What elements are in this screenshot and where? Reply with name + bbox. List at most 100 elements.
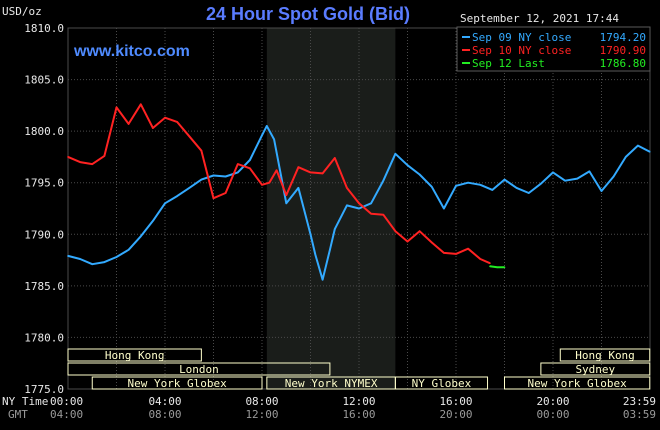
data-point bbox=[491, 189, 494, 191]
y-tick-label: 1800.0 bbox=[24, 125, 64, 138]
data-point bbox=[176, 121, 178, 123]
closed-market-band bbox=[266, 28, 396, 389]
data-point bbox=[358, 207, 360, 210]
y-tick-label: 1805.0 bbox=[24, 74, 64, 87]
data-point bbox=[346, 204, 348, 207]
data-point bbox=[176, 195, 178, 197]
legend-entry-value: 1790.90 bbox=[600, 44, 646, 57]
data-point bbox=[212, 174, 215, 177]
data-point bbox=[382, 213, 385, 216]
data-point bbox=[275, 169, 278, 172]
data-point bbox=[333, 157, 336, 159]
axis-layer: 1810.0 1805.0 1800.0 1795.0 1790.0 1785.0 1780… bbox=[2, 22, 656, 421]
data-point bbox=[637, 144, 639, 147]
legend-entry-value: 1794.20 bbox=[600, 31, 646, 44]
x-tick-gmt: 08:00 bbox=[148, 408, 181, 421]
series-layer bbox=[67, 103, 651, 281]
data-point bbox=[479, 258, 482, 260]
market-session-label: Sydney bbox=[575, 363, 615, 376]
data-point bbox=[297, 187, 300, 189]
data-point bbox=[600, 190, 603, 192]
data-point bbox=[406, 240, 409, 243]
data-point bbox=[212, 197, 215, 199]
grid-layer bbox=[67, 27, 651, 390]
data-point bbox=[91, 263, 94, 265]
data-point bbox=[139, 103, 142, 106]
legend-entry-label: Sep 12 Last bbox=[472, 57, 545, 70]
x-tick-ny: 16:00 bbox=[439, 395, 472, 408]
data-point bbox=[79, 258, 81, 260]
x-tick-gmt: 12:00 bbox=[245, 408, 278, 421]
market-session-bar bbox=[67, 362, 331, 376]
data-point bbox=[139, 235, 142, 238]
legend-entry-label: Sep 10 NY close bbox=[472, 44, 571, 57]
y-tick-label: 1780.0 bbox=[24, 331, 64, 344]
data-point bbox=[127, 123, 130, 125]
data-point bbox=[164, 202, 166, 205]
data-point bbox=[418, 173, 421, 176]
data-point bbox=[224, 175, 227, 178]
data-point bbox=[285, 194, 288, 196]
data-point bbox=[648, 150, 651, 153]
data-point bbox=[309, 171, 312, 174]
data-point bbox=[152, 220, 154, 222]
market-session-bar bbox=[559, 348, 651, 362]
y-tick-label: 1775.0 bbox=[24, 383, 64, 396]
data-point bbox=[394, 153, 397, 155]
legend-box bbox=[456, 26, 651, 72]
data-point bbox=[152, 127, 154, 129]
legend-entry-label: Sep 09 NY close bbox=[472, 31, 571, 44]
data-point bbox=[249, 159, 251, 161]
data-point bbox=[224, 192, 227, 194]
market-session-bar bbox=[504, 376, 651, 390]
x-tick-gmt: 00:00 bbox=[536, 408, 569, 421]
data-point bbox=[527, 192, 530, 194]
data-point bbox=[443, 252, 445, 254]
data-point bbox=[249, 167, 251, 170]
market-session-label: New York Globex bbox=[127, 377, 227, 390]
data-point bbox=[321, 172, 324, 175]
data-point bbox=[382, 179, 385, 182]
x-tick-gmt: 04:00 bbox=[50, 408, 83, 421]
data-point bbox=[576, 177, 579, 180]
data-point bbox=[285, 202, 288, 205]
data-point bbox=[467, 247, 469, 250]
data-point bbox=[455, 185, 457, 187]
market-session-label: New York NYMEX bbox=[285, 377, 378, 390]
data-point bbox=[430, 186, 433, 188]
data-point bbox=[540, 182, 542, 185]
data-point bbox=[564, 179, 566, 182]
data-point bbox=[268, 181, 271, 184]
data-point bbox=[515, 187, 518, 189]
data-point bbox=[479, 183, 482, 186]
gmt-row-label: GMT bbox=[8, 408, 28, 421]
data-point bbox=[236, 171, 239, 174]
data-point bbox=[588, 170, 591, 173]
x-tick-ny: 04:00 bbox=[148, 395, 181, 408]
data-point bbox=[103, 261, 106, 263]
legend: Sep 09 NY close 1794.20 Sep 10 NY close 179… bbox=[456, 26, 651, 72]
market-session-bar bbox=[394, 376, 489, 390]
data-point bbox=[455, 253, 457, 255]
data-point bbox=[489, 262, 491, 264]
y-tick-label: 1795.0 bbox=[24, 177, 64, 190]
chart-title: 24 Hour Spot Gold (Bid) bbox=[206, 4, 410, 24]
closed-band-layer bbox=[266, 28, 396, 389]
data-point bbox=[164, 116, 166, 119]
x-tick-ny: 12:00 bbox=[342, 395, 375, 408]
data-point bbox=[467, 181, 469, 184]
data-point bbox=[358, 202, 360, 205]
ny-time-row-label: NY Time bbox=[2, 395, 48, 408]
data-point bbox=[370, 212, 372, 215]
x-tick-gmt: 03:59 bbox=[623, 408, 656, 421]
y-tick-label: 1810.0 bbox=[24, 22, 64, 35]
data-point bbox=[418, 230, 421, 232]
watermark-link[interactable]: www.kitco.com bbox=[73, 43, 190, 60]
legend-entry-value: 1786.80 bbox=[600, 57, 646, 70]
data-point bbox=[346, 187, 348, 189]
data-point bbox=[261, 183, 263, 186]
data-point bbox=[115, 256, 118, 258]
y-tick-label: 1790.0 bbox=[24, 228, 64, 241]
data-point bbox=[115, 106, 118, 109]
data-point bbox=[406, 164, 409, 166]
